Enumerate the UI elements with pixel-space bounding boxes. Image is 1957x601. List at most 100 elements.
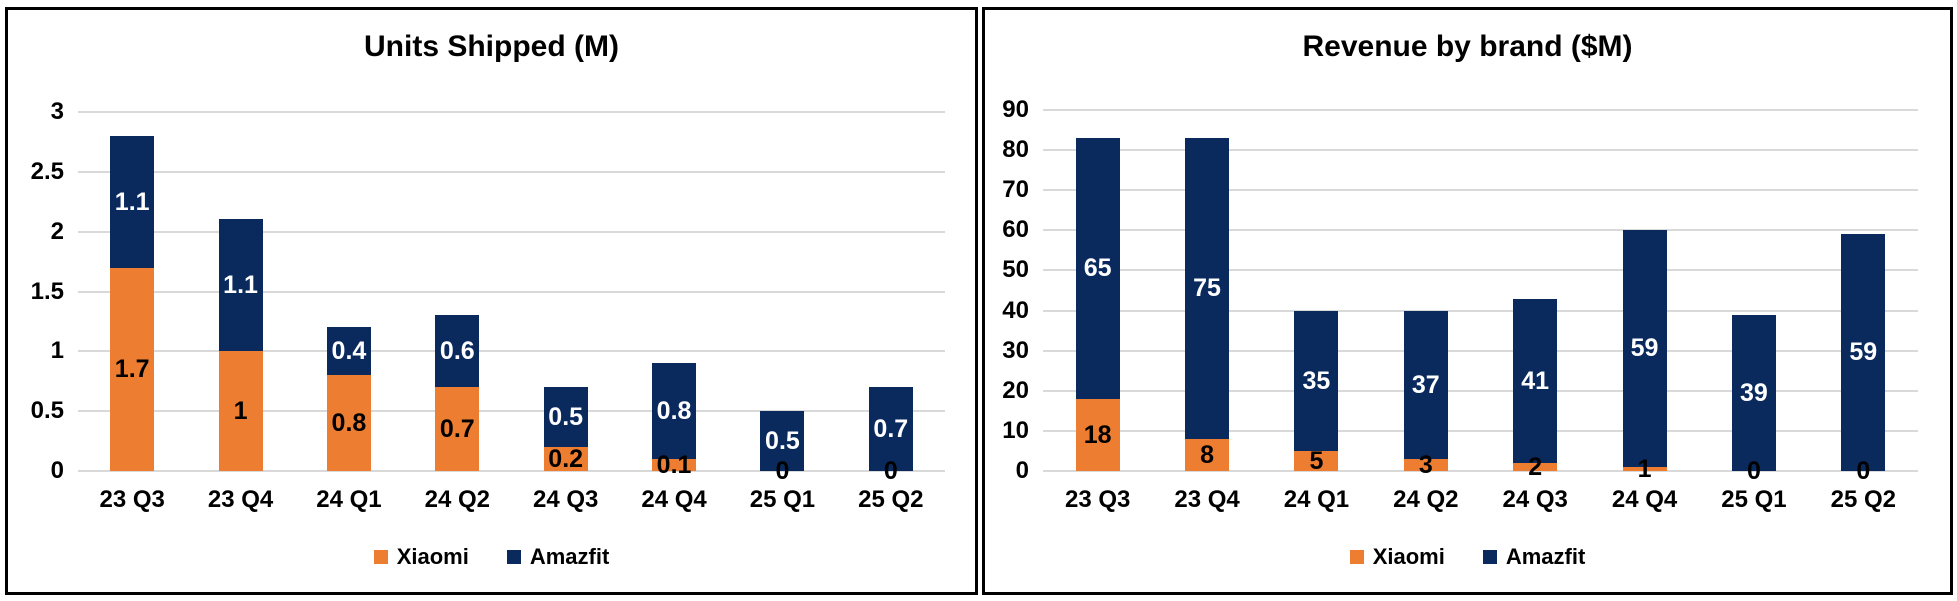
stacked-bar-25-q1: 0 39 bbox=[1731, 315, 1776, 483]
y-tick-label: 0 bbox=[50, 457, 64, 484]
y-tick-label: 80 bbox=[1002, 136, 1029, 163]
gridline bbox=[1043, 269, 1918, 271]
stacked-bar-23-q4: 8 75 bbox=[1185, 138, 1230, 471]
data-label: 0.8 bbox=[656, 396, 692, 425]
gridline bbox=[78, 350, 945, 352]
y-tick-label: 30 bbox=[1002, 337, 1029, 364]
stacked-bar-23-q3: 1.7 1.1 bbox=[110, 136, 155, 471]
data-label: 35 bbox=[1302, 366, 1331, 395]
bar-slot-24-q4: 0.1 0.8 bbox=[620, 112, 728, 477]
y-tick-label: 0.5 bbox=[30, 397, 64, 424]
y-tick-label: 60 bbox=[1002, 216, 1029, 243]
segment-xiaomi: 1 bbox=[1622, 456, 1667, 481]
bar-slot-24-q2: 3 37 bbox=[1371, 110, 1480, 477]
segment-xiaomi: 1.7 bbox=[110, 268, 155, 471]
x-tick-label: 25 Q2 bbox=[858, 486, 924, 513]
gridline bbox=[1043, 430, 1918, 432]
segment-xiaomi: 8 bbox=[1185, 439, 1230, 471]
x-tick-label: 25 Q1 bbox=[749, 486, 816, 513]
y-tick-label: 1 bbox=[50, 337, 64, 364]
data-label: 1.1 bbox=[223, 270, 258, 299]
stacked-bar-24-q3: 0.2 0.5 bbox=[543, 387, 588, 471]
gridline bbox=[78, 291, 945, 293]
stacked-bar-24-q2: 3 37 bbox=[1403, 311, 1448, 477]
data-label: 1 bbox=[233, 396, 248, 425]
y-tick-label: 70 bbox=[1002, 176, 1029, 203]
data-label: 0.8 bbox=[331, 408, 367, 437]
data-label: 75 bbox=[1193, 274, 1221, 302]
segment-amazfit: 0.4 bbox=[326, 327, 371, 375]
gridline bbox=[1043, 350, 1918, 352]
stacked-bar-24-q1: 5 35 bbox=[1294, 311, 1339, 473]
gridline bbox=[78, 410, 945, 412]
bar-slot-25-q1: 0 0.5 bbox=[728, 112, 836, 483]
segment-xiaomi: 3 bbox=[1403, 452, 1448, 477]
data-label: 8 bbox=[1200, 440, 1215, 469]
x-tick-label: 24 Q4 bbox=[641, 486, 707, 513]
stacked-bar-24-q4: 1 59 bbox=[1622, 230, 1667, 481]
legend-label: Amazfit bbox=[529, 544, 610, 569]
segment-amazfit: 0.5 bbox=[760, 411, 805, 471]
segment-amazfit: 1.1 bbox=[110, 136, 155, 268]
segment-xiaomi: 0.1 bbox=[652, 452, 697, 477]
legend-swatch-amazfit bbox=[1482, 550, 1497, 564]
data-label: 0.1 bbox=[656, 450, 692, 479]
x-tick-label: 23 Q3 bbox=[1064, 486, 1131, 513]
x-tick-label: 24 Q3 bbox=[532, 486, 599, 513]
segment-amazfit: 41 bbox=[1513, 299, 1558, 463]
data-label: 2 bbox=[1528, 452, 1543, 481]
stacked-bar-24-q3: 2 41 bbox=[1513, 299, 1558, 479]
bar-slot-23-q4: 1 1.1 bbox=[186, 112, 294, 471]
stacked-bar-23-q3: 18 65 bbox=[1075, 138, 1120, 471]
bar-slot-23-q3: 1.7 1.1 bbox=[78, 112, 186, 471]
y-tick-label: 90 bbox=[1002, 96, 1029, 123]
data-label: 39 bbox=[1740, 378, 1768, 407]
data-label: 3 bbox=[1418, 450, 1433, 479]
segment-amazfit: 0.7 bbox=[868, 387, 913, 471]
gridline bbox=[1043, 109, 1918, 111]
segment-amazfit: 59 bbox=[1622, 230, 1667, 467]
segment-xiaomi: 0.7 bbox=[435, 387, 480, 471]
bar-slot-24-q1: 5 35 bbox=[1262, 110, 1371, 473]
x-tick-label: 24 Q1 bbox=[1283, 486, 1350, 513]
x-tick-label: 24 Q2 bbox=[424, 486, 490, 513]
data-label: 59 bbox=[1849, 338, 1878, 366]
x-tick-label: 24 Q1 bbox=[316, 486, 382, 513]
stacked-bar-24-q2: 0.7 0.6 bbox=[435, 315, 480, 471]
bar-slot-24-q3: 0.2 0.5 bbox=[512, 112, 620, 471]
y-tick-label: 40 bbox=[1002, 297, 1029, 324]
legend: Xiaomi Amazfit bbox=[985, 545, 1950, 569]
segment-amazfit: 35 bbox=[1294, 311, 1339, 451]
data-label: 0 bbox=[1746, 456, 1761, 485]
data-label: 0.6 bbox=[439, 336, 475, 365]
legend-label: Xiaomi bbox=[396, 544, 469, 569]
segment-xiaomi: 1 bbox=[218, 351, 263, 471]
gridline bbox=[78, 470, 945, 472]
x-tick-label: 23 Q4 bbox=[1174, 486, 1240, 513]
bar-slot-25-q2: 0 59 bbox=[1809, 110, 1918, 483]
segment-amazfit: 0.6 bbox=[435, 315, 480, 387]
gridline bbox=[78, 111, 945, 113]
gridline bbox=[1043, 470, 1918, 472]
y-tick-label: 20 bbox=[1002, 377, 1029, 404]
segment-xiaomi: 2 bbox=[1513, 454, 1558, 479]
data-label: 0.7 bbox=[873, 414, 909, 443]
x-tick-label: 25 Q2 bbox=[1830, 486, 1896, 513]
y-tick-label: 2 bbox=[50, 218, 64, 245]
y-tick-label: 0 bbox=[1015, 457, 1029, 484]
data-label: 1.7 bbox=[114, 355, 150, 383]
data-label: 41 bbox=[1521, 366, 1550, 395]
x-axis: 23 Q3 23 Q4 24 Q1 24 Q2 24 Q3 24 Q4 25 Q1 25 Q2 bbox=[1043, 487, 1918, 513]
gridline bbox=[78, 231, 945, 233]
x-tick-label: 24 Q4 bbox=[1611, 486, 1678, 513]
chart-title: Units Shipped (M) bbox=[364, 30, 619, 63]
bar-slot-24-q2: 0.7 0.6 bbox=[403, 112, 511, 471]
stacked-bar-24-q1: 0.8 0.4 bbox=[326, 327, 371, 471]
segment-amazfit: 39 bbox=[1731, 315, 1776, 471]
bar-slot-25-q1: 0 39 bbox=[1699, 110, 1808, 483]
y-tick-label: 50 bbox=[1002, 256, 1029, 283]
segment-amazfit: 1.1 bbox=[218, 219, 263, 351]
data-label: 18 bbox=[1083, 420, 1112, 449]
x-axis: 23 Q3 23 Q4 24 Q1 24 Q2 24 Q3 24 Q4 25 Q1 25 Q2 bbox=[78, 487, 945, 513]
